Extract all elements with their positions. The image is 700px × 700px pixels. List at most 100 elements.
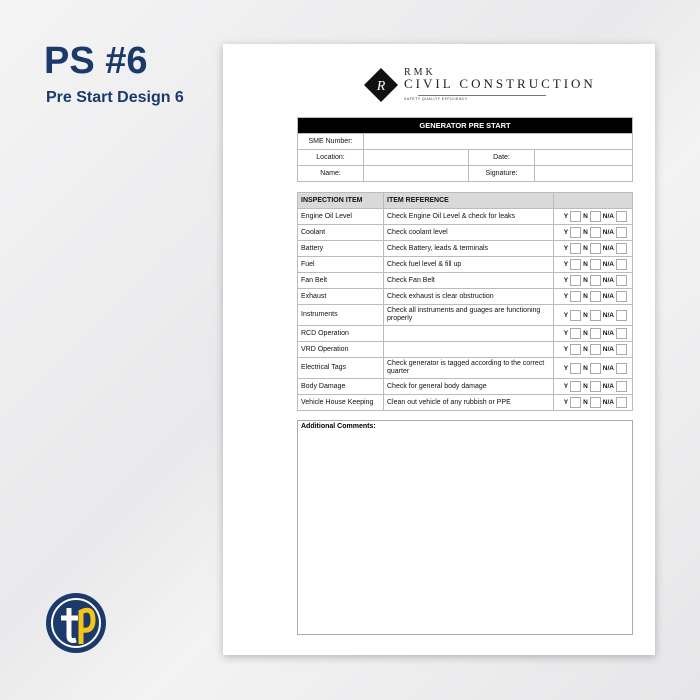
inspection-item: Body Damage [297,378,384,395]
name-label: Name: [297,165,364,182]
option-label: N/A [602,245,614,253]
checkbox-n[interactable] [589,275,601,286]
date-label: Date: [468,149,535,166]
option-label: N/A [602,277,614,285]
checkbox-na[interactable] [616,362,627,374]
company-name-line2: CIVIL CONSTRUCTION [404,76,596,91]
form-title: GENERATOR PRE START [297,117,633,134]
option-label: Y [563,261,569,269]
inspection-item: Fan Belt [297,272,384,289]
checkbox-y[interactable] [570,309,582,321]
inspection-row: Vehicle House Keeping Clean out vehicle o… [297,394,633,411]
inspection-item: VRD Operation [297,341,384,358]
checkbox-n[interactable] [589,243,601,254]
checkbox-y[interactable] [570,291,582,302]
option-label: N [583,383,588,391]
checkbox-y[interactable] [570,344,582,355]
option-label: Y [563,330,569,338]
checkbox-n[interactable] [589,291,601,302]
option-label: N/A [602,346,614,354]
inspection-row: Electrical Tags Check generator is tagged… [297,357,633,379]
company-name-line1: RMK [404,67,436,78]
inspection-row: Fan Belt Check Fan Belt Y N N/A [297,272,633,289]
item-reference: Check Battery, leads & terminals [383,240,554,257]
inspection-item: Battery [297,240,384,257]
option-label: Y [563,346,569,354]
checkbox-na[interactable] [616,211,627,222]
yn-options: Y N N/A [553,304,633,326]
checkbox-na[interactable] [616,309,627,321]
option-label: Y [563,293,569,301]
yn-options: Y N N/A [553,357,633,379]
inspection-item: Electrical Tags [297,357,384,379]
signature-field[interactable] [534,165,633,182]
item-reference: Check coolant level [383,224,554,241]
inspection-item: Instruments [297,304,384,326]
checkbox-na[interactable] [616,259,627,270]
inspection-row: Fuel Check fuel level & fill up Y N N/A [297,256,633,273]
inspection-row: Exhaust Check exhaust is clear obstructio… [297,288,633,305]
name-field[interactable] [363,165,469,182]
sme-field[interactable] [363,133,633,150]
inspection-row: VRD Operation Y N N/A [297,341,633,358]
yn-options: Y N N/A [553,256,633,273]
inspection-item: Vehicle House Keeping [297,394,384,411]
company-logo-icon: R [364,68,398,102]
checkbox-na[interactable] [616,291,627,302]
option-label: N [583,346,588,354]
checkbox-y[interactable] [570,243,582,254]
inspection-row: Body Damage Check for general body damage… [297,378,633,395]
yn-options: Y N N/A [553,208,633,225]
checkbox-y[interactable] [570,362,582,374]
inspection-row: Instruments Check all instruments and gua… [297,304,633,326]
checkbox-n[interactable] [589,397,601,408]
checkbox-n[interactable] [589,381,601,392]
checkbox-n[interactable] [589,362,601,374]
option-label: Y [563,213,569,221]
logo-divider [418,95,546,96]
yn-options: Y N N/A [553,272,633,289]
option-label: N/A [602,293,614,301]
inspection-item: Exhaust [297,288,384,305]
checkbox-n[interactable] [589,211,601,222]
location-field[interactable] [363,149,469,166]
option-label: N [583,229,588,237]
checkbox-n[interactable] [589,309,601,321]
checkbox-y[interactable] [570,397,582,408]
checkbox-n[interactable] [589,344,601,355]
checkbox-y[interactable] [570,275,582,286]
option-label: N [583,311,588,319]
checkbox-n[interactable] [589,328,601,339]
checkbox-y[interactable] [570,259,582,270]
checkbox-na[interactable] [616,275,627,286]
option-label: N [583,277,588,285]
option-label: N/A [602,364,614,372]
checkbox-y[interactable] [570,211,582,222]
checkbox-y[interactable] [570,381,582,392]
header-item-reference: ITEM REFERENCE [383,192,554,209]
checkbox-na[interactable] [616,243,627,254]
checkbox-y[interactable] [570,328,582,339]
item-reference: Check all instruments and guages are fun… [383,304,554,326]
item-reference: Check generator is tagged according to t… [383,357,554,379]
company-tagline: SAFETY QUALITY EFFICIENCY [404,97,468,101]
promo-subtitle: Pre Start Design 6 [46,89,184,106]
option-label: Y [563,277,569,285]
checkbox-na[interactable] [616,227,627,238]
checkbox-y[interactable] [570,227,582,238]
checkbox-n[interactable] [589,227,601,238]
checkbox-na[interactable] [616,381,627,392]
sme-label: SME Number: [297,133,364,150]
checkbox-na[interactable] [616,328,627,339]
header-options [553,192,633,209]
form-info-table: GENERATOR PRE START SME Number: Location… [297,117,633,182]
additional-comments-box[interactable]: Additional Comments: [297,420,633,635]
date-field[interactable] [534,149,633,166]
checkbox-na[interactable] [616,344,627,355]
inspection-row: Coolant Check coolant level Y N N/A [297,224,633,241]
option-label: N [583,399,588,407]
comments-label: Additional Comments: [301,423,376,430]
checkbox-na[interactable] [616,397,627,408]
signature-label: Signature: [468,165,535,182]
checkbox-n[interactable] [589,259,601,270]
